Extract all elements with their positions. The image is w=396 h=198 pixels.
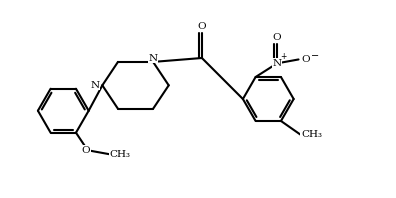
- Text: +: +: [280, 52, 286, 61]
- Text: O: O: [198, 22, 206, 31]
- Text: N: N: [91, 81, 100, 90]
- Text: O: O: [82, 146, 90, 155]
- Text: O: O: [301, 55, 310, 64]
- Text: −: −: [311, 51, 319, 61]
- Text: O: O: [273, 33, 282, 43]
- Text: N: N: [272, 59, 282, 68]
- Text: CH₃: CH₃: [301, 130, 322, 139]
- Text: N: N: [148, 53, 158, 63]
- Text: CH₃: CH₃: [110, 150, 131, 159]
